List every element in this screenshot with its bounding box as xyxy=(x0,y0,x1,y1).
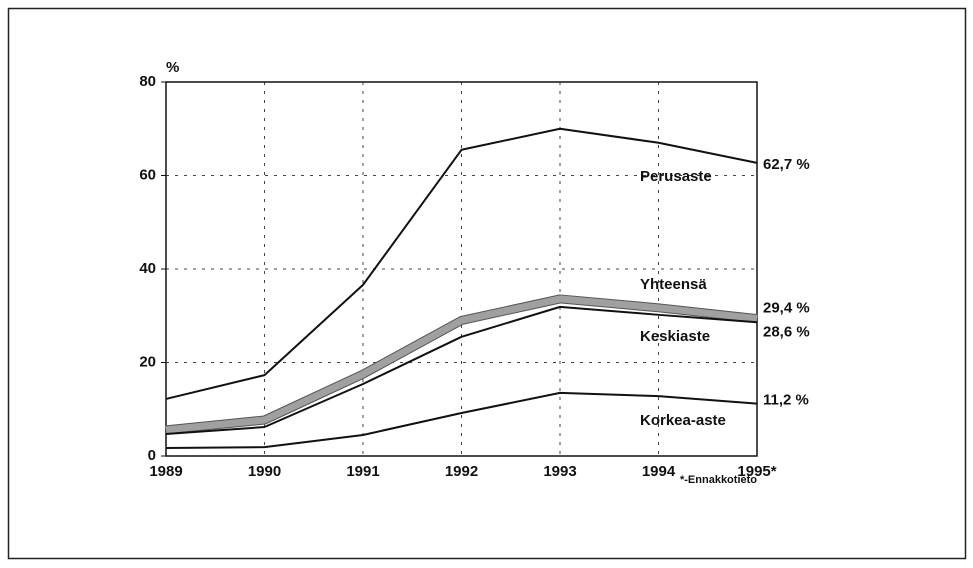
x-tick-label: 1989 xyxy=(149,463,182,480)
series-line xyxy=(165,305,758,436)
series-line xyxy=(165,295,758,434)
series-line xyxy=(165,391,758,450)
x-tick-label: 1994 xyxy=(642,463,676,480)
series-label: Keskiaste xyxy=(640,328,710,345)
y-axis-label: % xyxy=(166,59,179,76)
footnote: *-Ennakkotieto xyxy=(680,474,757,486)
x-tick-label: 1991 xyxy=(346,463,379,480)
x-tick-label: 1990 xyxy=(248,463,281,480)
y-tick-label: 40 xyxy=(139,260,156,277)
value-label: 29,4 % xyxy=(763,300,810,317)
series-line xyxy=(165,127,758,400)
plot-frame xyxy=(165,81,758,457)
value-label: 62,7 % xyxy=(763,156,810,173)
x-tick-label: 1992 xyxy=(445,463,478,480)
y-tick-label: 20 xyxy=(139,353,156,370)
y-tick-label: 60 xyxy=(139,166,156,183)
value-label: 28,6 % xyxy=(763,323,810,340)
series-label: Yhteensä xyxy=(640,276,707,293)
y-tick-label: 80 xyxy=(139,73,156,90)
series-label: Korkea-aste xyxy=(640,412,726,429)
x-tick-label: 1995* xyxy=(737,463,776,480)
frame xyxy=(7,7,967,560)
y-tick-label: 0 xyxy=(148,447,156,464)
value-label: 11,2 % xyxy=(763,392,809,409)
series-label: Perusaste xyxy=(640,168,712,185)
x-tick-label: 1993 xyxy=(543,463,576,480)
